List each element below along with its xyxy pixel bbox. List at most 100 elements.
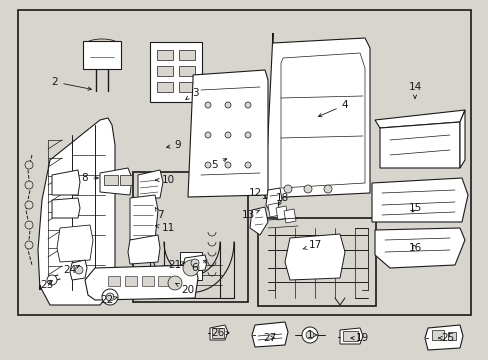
Circle shape	[102, 289, 118, 305]
Text: 13: 13	[241, 210, 260, 220]
Circle shape	[224, 162, 230, 168]
Text: 7: 7	[155, 207, 163, 220]
Bar	[120, 175, 132, 185]
Polygon shape	[251, 322, 287, 347]
Text: 19: 19	[350, 333, 368, 343]
Circle shape	[224, 132, 230, 138]
Polygon shape	[52, 198, 80, 218]
Polygon shape	[249, 207, 267, 235]
Polygon shape	[379, 122, 459, 168]
Bar	[212, 328, 224, 338]
Polygon shape	[70, 260, 87, 280]
Polygon shape	[371, 178, 467, 222]
Circle shape	[47, 275, 57, 285]
Polygon shape	[100, 168, 132, 195]
Polygon shape	[209, 325, 227, 340]
Bar	[150, 42, 202, 102]
Circle shape	[25, 161, 33, 169]
Text: 12: 12	[248, 188, 266, 199]
Circle shape	[25, 201, 33, 209]
Circle shape	[305, 331, 313, 339]
Bar	[447, 332, 455, 340]
Polygon shape	[284, 209, 295, 223]
Polygon shape	[281, 53, 364, 188]
Bar	[158, 276, 170, 286]
Polygon shape	[459, 110, 464, 168]
Bar	[125, 276, 137, 286]
Text: 3: 3	[185, 88, 198, 99]
Bar	[104, 175, 118, 185]
Text: 22: 22	[100, 295, 117, 305]
Circle shape	[244, 102, 250, 108]
Text: 9: 9	[166, 140, 181, 150]
Circle shape	[204, 132, 210, 138]
Bar	[157, 82, 173, 92]
Circle shape	[168, 276, 182, 290]
Circle shape	[204, 102, 210, 108]
Circle shape	[106, 293, 114, 301]
Text: 8: 8	[81, 173, 98, 183]
Bar	[258, 218, 375, 306]
Text: 6: 6	[191, 260, 206, 273]
Polygon shape	[52, 170, 80, 195]
Circle shape	[204, 162, 210, 168]
Polygon shape	[130, 195, 158, 240]
Bar	[157, 66, 173, 76]
Bar	[179, 82, 195, 92]
Polygon shape	[187, 70, 267, 197]
Text: 11: 11	[155, 223, 174, 233]
Bar	[142, 276, 154, 286]
Text: 1: 1	[306, 330, 316, 340]
Circle shape	[25, 181, 33, 189]
Bar	[83, 41, 121, 69]
Bar	[133, 172, 247, 302]
Polygon shape	[285, 234, 345, 280]
Circle shape	[224, 102, 230, 108]
Text: 4: 4	[318, 100, 347, 117]
Circle shape	[304, 185, 311, 193]
Polygon shape	[183, 255, 206, 272]
Circle shape	[302, 327, 317, 343]
Text: 26: 26	[211, 328, 228, 338]
Text: 24: 24	[63, 265, 80, 275]
Text: 25: 25	[438, 333, 454, 343]
Text: 17: 17	[302, 240, 321, 250]
Text: 2: 2	[52, 77, 91, 90]
Text: 20: 20	[175, 283, 194, 295]
Polygon shape	[57, 225, 93, 262]
Circle shape	[25, 221, 33, 229]
Text: 23: 23	[41, 280, 54, 290]
Polygon shape	[38, 118, 115, 305]
Polygon shape	[128, 235, 160, 264]
Text: 15: 15	[407, 203, 421, 213]
Text: 27: 27	[263, 333, 276, 343]
Text: 14: 14	[407, 82, 421, 98]
Circle shape	[244, 132, 250, 138]
Bar	[108, 276, 120, 286]
Circle shape	[75, 266, 83, 274]
Bar	[180, 252, 202, 280]
Bar	[342, 331, 357, 341]
Text: 18: 18	[275, 193, 288, 206]
Bar	[18, 10, 470, 315]
Bar	[179, 66, 195, 76]
Polygon shape	[265, 188, 282, 212]
Polygon shape	[138, 170, 163, 198]
Text: 16: 16	[407, 243, 421, 253]
Polygon shape	[374, 110, 464, 128]
Text: 21: 21	[168, 260, 184, 270]
Text: 10: 10	[155, 175, 174, 185]
Polygon shape	[339, 328, 362, 344]
Circle shape	[183, 260, 199, 276]
Polygon shape	[267, 203, 280, 217]
Bar	[157, 50, 173, 60]
Polygon shape	[85, 265, 198, 300]
Circle shape	[25, 241, 33, 249]
Bar	[431, 330, 443, 340]
Polygon shape	[374, 228, 464, 268]
Text: 5: 5	[211, 159, 226, 170]
Circle shape	[284, 185, 291, 193]
Circle shape	[191, 259, 199, 267]
Circle shape	[244, 162, 250, 168]
Polygon shape	[424, 325, 462, 350]
